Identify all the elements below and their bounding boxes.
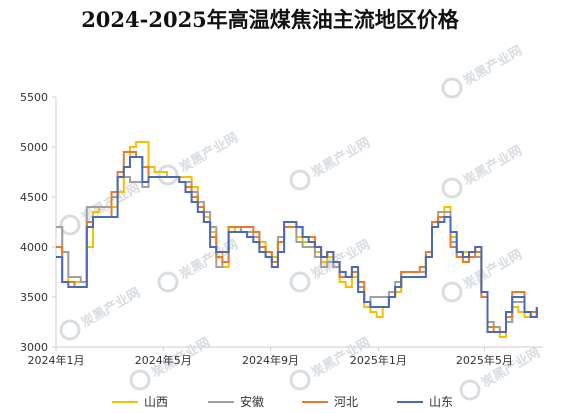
watermark-text: 炭黑产业网 — [461, 246, 525, 292]
watermark-logo-icon — [289, 369, 311, 391]
watermark-logo-icon — [289, 271, 311, 293]
legend-label: 山东 — [429, 395, 453, 409]
watermark-logo-icon — [441, 281, 463, 303]
watermark-text: 炭黑产业网 — [461, 142, 525, 188]
watermark-text: 炭黑产业网 — [461, 42, 525, 88]
y-tick-label: 3000 — [20, 341, 48, 354]
watermark: 炭黑产业网 — [157, 129, 241, 186]
watermark-text: 炭黑产业网 — [309, 236, 373, 282]
chart-axes: 3000 3500 4000 4500 5000 5500 2024年1月 2024年5月 20… — [20, 91, 543, 367]
series-layer — [56, 141, 538, 338]
watermark-logo-icon — [459, 379, 481, 401]
watermark-text: 炭黑产业网 — [79, 284, 143, 330]
watermark: 炭黑产业网 — [459, 344, 543, 401]
x-tick-label: 2025年5月 — [456, 353, 513, 367]
legend-label: 河北 — [334, 395, 358, 409]
legend-item[interactable]: 河北 — [302, 395, 358, 409]
chart-title: 2024-2025年高温煤焦油主流地区价格 — [81, 7, 459, 32]
series-line-4 — [56, 156, 538, 333]
legend-label: 安徽 — [240, 394, 264, 409]
watermark: 炭黑产业网 — [289, 134, 373, 191]
y-tick-label: 5500 — [20, 91, 48, 104]
y-tick-label: 4500 — [20, 191, 48, 204]
watermark-logo-icon — [157, 271, 179, 293]
y-tick-label: 4000 — [20, 241, 48, 254]
watermark-logo-icon — [289, 169, 311, 191]
watermark-text: 炭黑产业网 — [177, 236, 241, 282]
legend-item[interactable]: 山西 — [112, 395, 168, 409]
x-tick-label: 2024年1月 — [28, 353, 85, 367]
watermark-logo-icon — [441, 177, 463, 199]
y-tick-label: 3500 — [20, 291, 48, 304]
legend-item[interactable]: 安徽 — [208, 394, 264, 409]
x-tick-label: 2024年5月 — [135, 353, 192, 367]
x-tick-label: 2025年1月 — [350, 353, 407, 367]
watermark-text: 炭黑产业网 — [177, 129, 241, 175]
chart-legend[interactable]: 山西 安徽 河北 山东 — [112, 394, 453, 409]
watermark-logo-icon — [157, 164, 179, 186]
watermark-logo-icon — [441, 77, 463, 99]
legend-label: 山西 — [144, 395, 168, 409]
watermark: 炭黑产业网 — [289, 236, 373, 293]
watermark: 炭黑产业网 — [59, 284, 143, 341]
legend-item[interactable]: 山东 — [397, 395, 453, 409]
y-tick-label: 5000 — [20, 141, 48, 154]
watermark-logo-icon — [129, 369, 151, 391]
watermark: 炭黑产业网 — [441, 42, 525, 99]
watermark: 炭黑产业网 — [441, 142, 525, 199]
watermark-text: 炭黑产业网 — [309, 134, 373, 180]
watermark-text: 炭黑产业网 — [479, 344, 543, 390]
x-tick-label: 2024年9月 — [242, 353, 299, 367]
watermark-logo-icon — [59, 319, 81, 341]
